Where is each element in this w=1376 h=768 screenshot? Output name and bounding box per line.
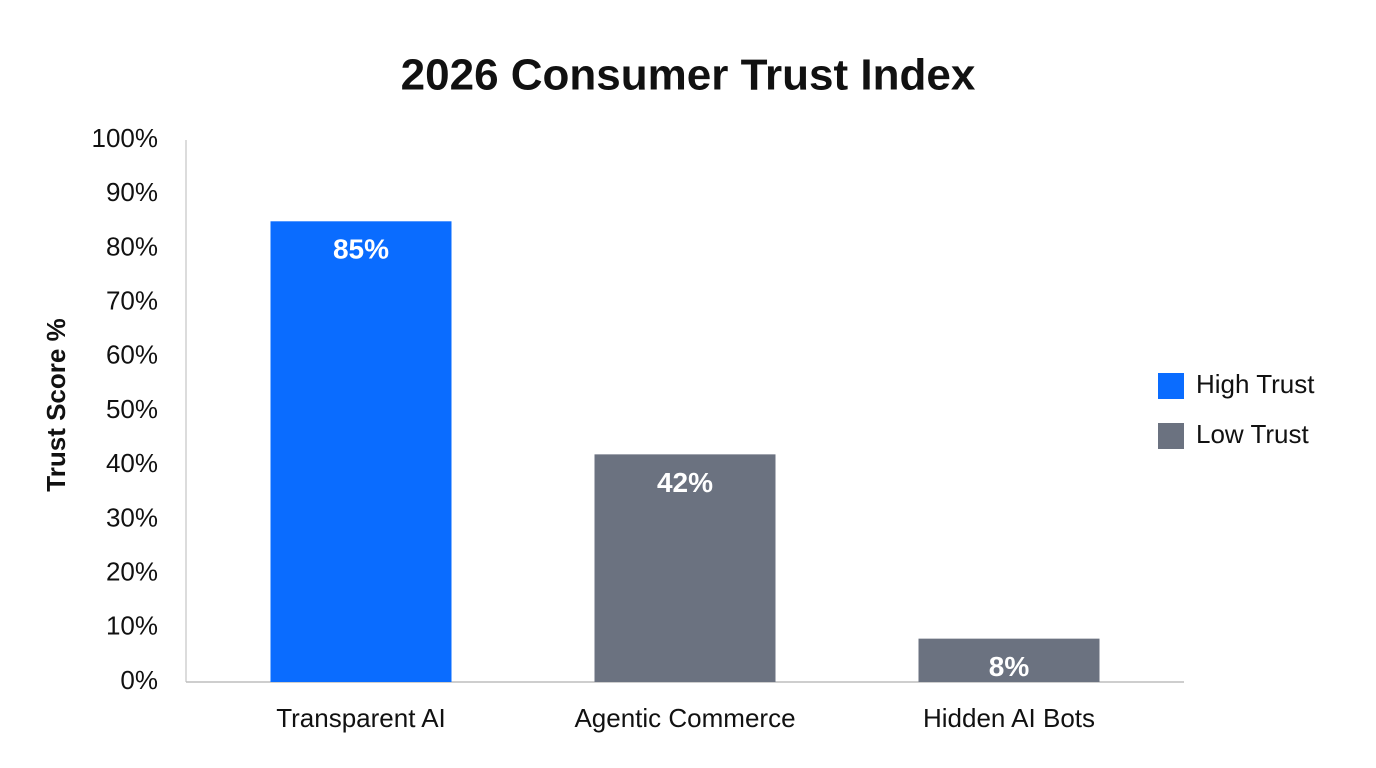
legend-label: Low Trust <box>1196 419 1309 449</box>
y-tick-label: 20% <box>106 556 158 586</box>
y-tick-label: 70% <box>106 285 158 315</box>
y-tick-label: 30% <box>106 502 158 532</box>
chart-title: 2026 Consumer Trust Index <box>401 51 976 100</box>
x-tick-label: Transparent AI <box>276 703 446 733</box>
value-label: 85% <box>333 234 389 265</box>
x-tick-label: Hidden AI Bots <box>923 703 1095 733</box>
y-axis-label: Trust Score % <box>41 318 71 491</box>
value-label: 8% <box>989 651 1030 682</box>
y-tick-label: 10% <box>106 611 158 641</box>
y-tick-label: 90% <box>106 177 158 207</box>
y-tick-label: 100% <box>92 123 159 153</box>
y-tick-label: 40% <box>106 448 158 478</box>
legend-label: High Trust <box>1196 369 1315 399</box>
y-tick-label: 50% <box>106 394 158 424</box>
bar <box>594 454 776 682</box>
y-tick-label: 80% <box>106 231 158 261</box>
x-tick-label: Agentic Commerce <box>574 703 795 733</box>
value-label: 42% <box>657 467 713 498</box>
bar <box>918 638 1100 682</box>
y-tick-label: 0% <box>120 665 158 695</box>
bar <box>270 221 452 683</box>
legend-swatch <box>1158 373 1184 399</box>
legend-swatch <box>1158 423 1184 449</box>
y-tick-label: 60% <box>106 340 158 370</box>
